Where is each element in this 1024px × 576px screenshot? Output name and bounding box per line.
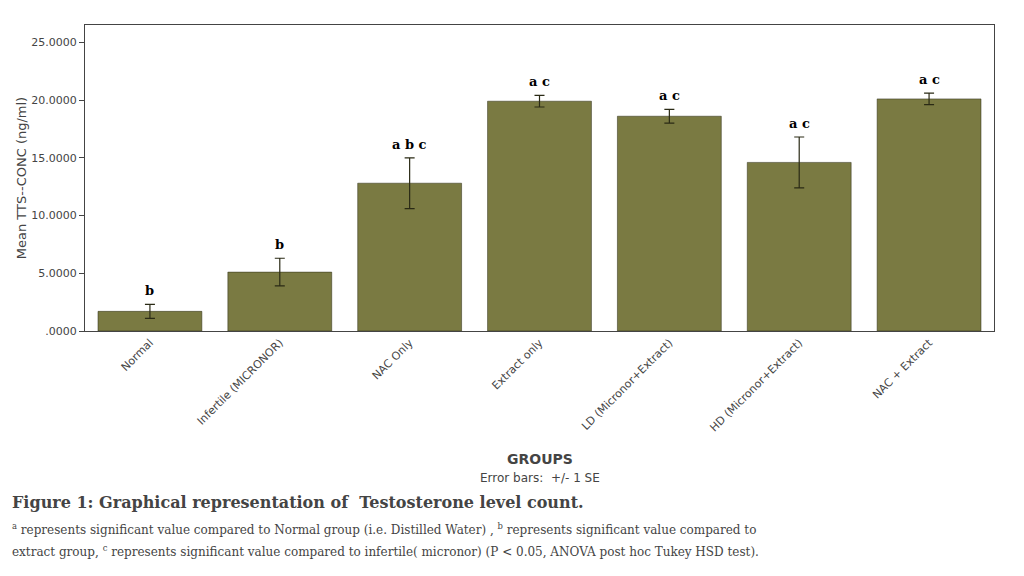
svg-text:GROUPS: GROUPS	[507, 451, 573, 467]
svg-text:20.0000: 20.0000	[31, 94, 77, 107]
svg-text:a c: a c	[919, 72, 940, 87]
svg-text:Mean TTS--CONC (ng/ml): Mean TTS--CONC (ng/ml)	[14, 97, 29, 259]
svg-text:15.0000: 15.0000	[31, 152, 77, 165]
svg-text:b: b	[275, 237, 284, 252]
svg-text:25.0000: 25.0000	[31, 36, 77, 49]
svg-text:Figure 1: Graphical representa: Figure 1: Graphical representation of Te…	[12, 493, 584, 512]
svg-text:5.0000: 5.0000	[38, 267, 77, 280]
svg-text:LD (Micronor+Extract): LD (Micronor+Extract)	[579, 337, 675, 433]
svg-text:10.0000: 10.0000	[31, 209, 77, 222]
svg-text:b: b	[145, 283, 154, 298]
svg-text:Error bars: +/- 1 SE: Error bars: +/- 1 SE	[480, 471, 600, 485]
svg-text:NAC Only: NAC Only	[370, 336, 416, 382]
svg-text:NAC + Extract: NAC + Extract	[870, 336, 935, 401]
svg-text:Extract only: Extract only	[490, 336, 546, 392]
svg-text:extract group, ​c​ represents: extract group, ​c​ represents significan…	[12, 543, 759, 559]
svg-text:a c: a c	[789, 116, 810, 131]
svg-text:Infertile (MICRONOR): Infertile (MICRONOR)	[195, 337, 286, 428]
svg-text:Normal: Normal	[119, 337, 156, 374]
svg-text:a c: a c	[659, 88, 680, 103]
svg-text:a b c: a b c	[392, 137, 427, 152]
svg-text:.0000: .0000	[45, 325, 77, 338]
svg-text:a c: a c	[529, 74, 550, 89]
svg-text:​a​ represents significant val: ​a​ represents significant value compare…	[12, 521, 756, 537]
svg-text:HD (Micronor+Extract): HD (Micronor+Extract)	[707, 337, 805, 435]
